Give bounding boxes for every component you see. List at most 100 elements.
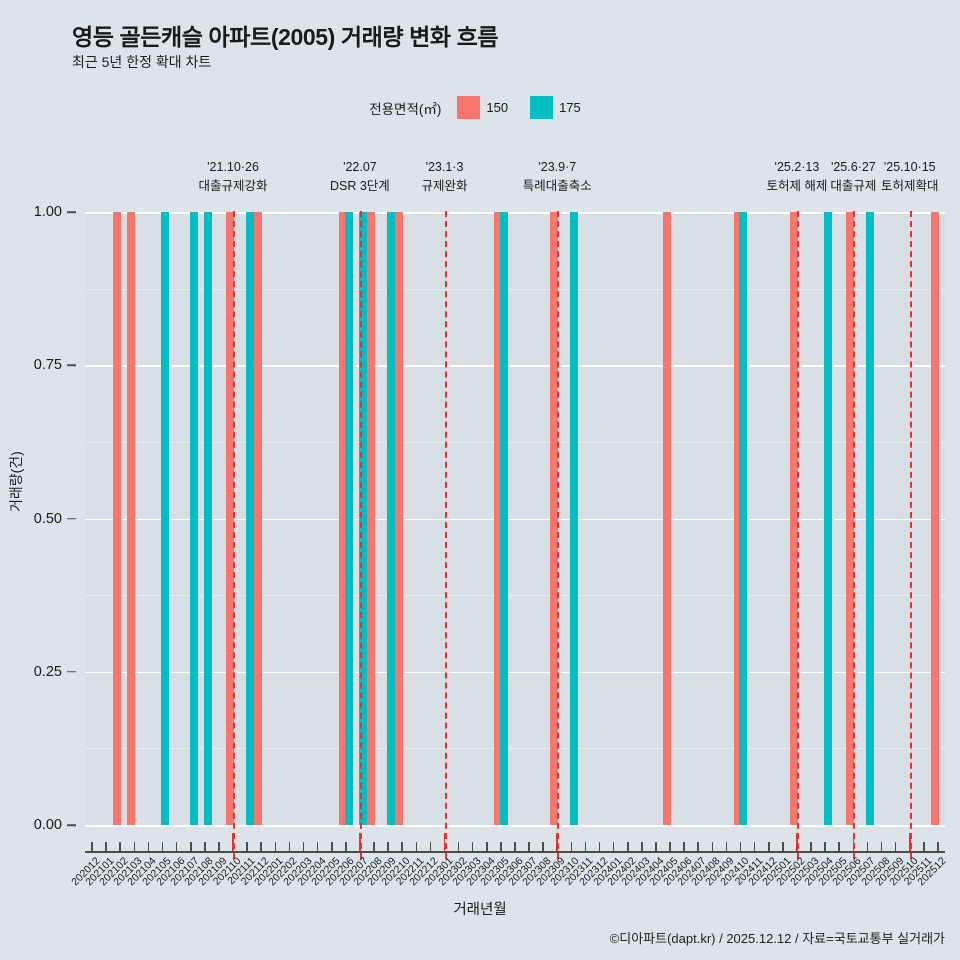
event-date: '22.07	[343, 160, 377, 174]
bar[interactable]	[846, 212, 855, 825]
x-tick-mark	[189, 842, 192, 851]
event-date: '25.2·13	[774, 160, 820, 174]
gridline-minor	[85, 441, 945, 443]
legend-entry-175[interactable]: 175	[530, 96, 591, 119]
x-tick-mark	[429, 842, 432, 851]
x-tick-mark	[923, 842, 925, 851]
x-tick-mark	[894, 842, 897, 851]
event-annotation-202301: '23.1·3 규제완화	[421, 158, 467, 196]
gridline	[85, 518, 945, 521]
event-line-202510	[909, 211, 912, 859]
bar[interactable]	[254, 212, 263, 825]
x-tick-mark	[598, 842, 601, 851]
bar[interactable]	[127, 212, 136, 825]
gridline	[85, 212, 945, 214]
x-tick-mark	[415, 842, 418, 851]
legend-label-175: 175	[559, 100, 581, 115]
x-tick-mark	[175, 842, 178, 851]
bar[interactable]	[733, 212, 742, 825]
bar[interactable]	[367, 212, 376, 825]
event-date: '23.9·7	[538, 160, 577, 174]
y-tick-label: 0.75	[33, 357, 62, 374]
legend-entry-150[interactable]: 150	[457, 96, 518, 119]
bar[interactable]	[739, 212, 748, 825]
x-tick-mark	[260, 842, 263, 851]
x-tick-mark	[387, 842, 389, 851]
x-tick-mark	[147, 842, 150, 851]
bar[interactable]	[113, 212, 122, 825]
bar[interactable]	[226, 212, 235, 825]
x-tick-mark	[119, 842, 122, 851]
x-tick-mark	[556, 833, 559, 851]
x-tick-mark	[486, 842, 488, 851]
gridline-minor	[85, 288, 945, 290]
event-date: '25.6·27	[830, 160, 876, 174]
bar[interactable]	[161, 212, 170, 825]
bar[interactable]	[499, 212, 508, 825]
x-axis-title: 거래년월	[453, 902, 507, 918]
x-tick-mark	[838, 842, 841, 851]
event-line-202502	[796, 211, 799, 859]
x-tick-mark	[133, 842, 136, 851]
x-tick-mark	[852, 833, 855, 851]
x-tick-mark	[570, 842, 573, 851]
y-tick-label: 0.25	[33, 663, 62, 680]
event-line-202309	[557, 211, 560, 859]
x-tick-mark	[161, 842, 164, 851]
bar[interactable]	[931, 212, 940, 825]
x-tick-mark	[937, 842, 939, 851]
page-title: 영등 골든캐슬 아파트(2005) 거래량 변화 흐름	[72, 24, 499, 50]
x-tick-mark	[218, 842, 220, 851]
x-tick-mark	[302, 842, 305, 851]
x-tick-mark	[753, 842, 756, 851]
bar[interactable]	[570, 212, 579, 825]
legend-swatch-175	[530, 96, 554, 119]
gridline	[85, 365, 945, 367]
x-tick-mark	[612, 842, 615, 851]
bar[interactable]	[338, 212, 347, 825]
event-name: 규제완화	[421, 179, 468, 193]
x-tick-mark	[711, 842, 714, 851]
bar[interactable]	[395, 212, 404, 825]
gridline-minor	[85, 748, 945, 750]
event-name: 특례대출축소	[522, 179, 592, 193]
bar[interactable]	[386, 212, 395, 825]
x-tick-mark	[373, 842, 375, 851]
x-tick-mark	[697, 842, 700, 851]
bar[interactable]	[344, 212, 353, 825]
bar[interactable]	[494, 212, 503, 825]
bar[interactable]	[189, 212, 198, 825]
event-annotation-202510: '25.10·15 토허제확대	[881, 158, 939, 196]
bar[interactable]	[358, 212, 367, 825]
event-annotation-202506: '25.6·27 대출규제	[830, 158, 876, 196]
bar[interactable]	[824, 212, 833, 825]
x-tick-mark	[655, 842, 657, 851]
x-tick-mark	[880, 842, 883, 851]
y-tick-mark	[67, 671, 76, 673]
bar[interactable]	[246, 212, 254, 825]
x-tick-mark	[542, 842, 544, 851]
bar[interactable]	[866, 212, 875, 825]
x-tick-mark	[866, 842, 869, 851]
event-name: 토허제확대	[880, 179, 939, 193]
y-tick-mark	[67, 824, 76, 826]
x-tick-mark	[725, 842, 728, 851]
x-tick-mark	[91, 842, 93, 851]
y-tick-label: 0.50	[33, 510, 62, 527]
x-tick-mark	[782, 842, 784, 851]
x-tick-mark	[514, 842, 516, 851]
event-date: '21.10·26	[207, 160, 259, 174]
bar[interactable]	[790, 212, 799, 825]
x-tick-mark	[330, 842, 333, 851]
bar[interactable]	[550, 212, 559, 825]
y-tick-mark	[67, 211, 76, 213]
event-line-202301	[444, 211, 447, 859]
x-tick-mark	[810, 842, 812, 851]
footer-caption: ©디아파트(dapt.kr) / 2025.12.12 / 자료=국토교통부 실…	[609, 931, 945, 946]
bar[interactable]	[203, 212, 212, 825]
event-annotation-202309: '23.9·7 특례대출축소	[523, 158, 592, 196]
x-tick-mark	[274, 842, 277, 851]
chart-subtitle: 최근 5년 한정 확대 차트	[72, 54, 212, 70]
bar[interactable]	[663, 212, 672, 825]
